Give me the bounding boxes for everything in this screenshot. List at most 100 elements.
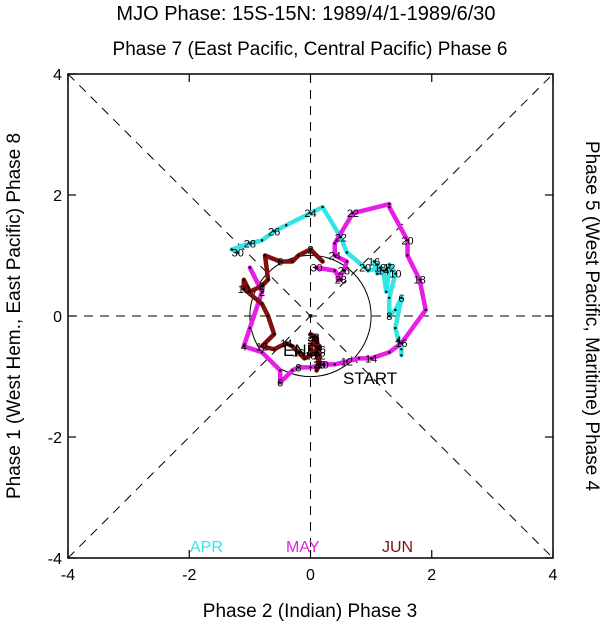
data-point	[242, 345, 246, 348]
data-point	[303, 357, 306, 360]
data-point	[333, 363, 336, 366]
data-point	[388, 351, 391, 354]
data-point	[394, 308, 397, 312]
day-label: 10	[389, 269, 401, 281]
data-point	[297, 366, 300, 369]
data-point	[315, 351, 318, 354]
data-point	[382, 269, 385, 272]
data-point	[260, 284, 264, 287]
data-point	[312, 339, 315, 342]
right-phase-label: Phase 5 (West Pacific, Maritime) Phase 4	[581, 141, 602, 492]
data-point	[345, 251, 349, 254]
data-point	[321, 260, 324, 263]
y-tick-label: -2	[48, 430, 62, 447]
day-label: 30	[310, 263, 322, 275]
data-point	[418, 278, 421, 281]
data-point	[333, 269, 336, 272]
day-label: 22	[335, 232, 347, 244]
data-point	[309, 348, 312, 351]
legend-may: MAY	[286, 539, 320, 556]
data-point	[388, 202, 391, 206]
data-point	[285, 342, 288, 345]
data-point	[339, 278, 343, 281]
data-point	[309, 248, 312, 251]
day-label: 10	[317, 359, 329, 371]
y-tick-label: 4	[53, 67, 62, 84]
y-tick-label: -4	[48, 551, 62, 568]
data-point	[388, 296, 391, 300]
day-label: 6	[277, 257, 283, 269]
day-label: 30	[313, 359, 325, 371]
day-label: 6	[277, 378, 283, 390]
legend-jun: JUN	[382, 539, 413, 556]
data-point	[388, 263, 391, 266]
day-label: 26	[313, 344, 325, 356]
day-label: 4	[395, 335, 401, 347]
data-point	[242, 278, 246, 281]
day-label: 18	[414, 275, 426, 287]
series-line-may	[241, 201, 428, 385]
day-label: 28	[335, 275, 347, 287]
day-label: 12	[383, 263, 395, 275]
data-point	[315, 342, 318, 345]
data-point	[321, 363, 324, 366]
data-point	[406, 254, 409, 257]
data-point	[272, 348, 276, 351]
data-point	[321, 205, 324, 209]
x-tick-label: -2	[182, 567, 196, 584]
data-point	[248, 242, 252, 245]
data-point	[278, 260, 282, 263]
data-point	[278, 369, 282, 372]
data-point	[388, 314, 391, 318]
data-point	[345, 360, 349, 363]
bottom-phase-label: Phase 2 (Indian) Phase 3	[203, 601, 417, 622]
data-point	[266, 314, 270, 318]
data-point	[236, 251, 239, 254]
day-label: 22	[347, 208, 359, 220]
data-point	[379, 266, 382, 269]
data-point	[400, 296, 403, 300]
top-phase-label: Phase 7 (East Pacific, Central Pacific) …	[113, 39, 508, 60]
chart-title: MJO Phase: 15S-15N: 1989/4/1-1989/6/30	[116, 3, 495, 25]
data-point	[272, 230, 276, 233]
day-label: 28	[244, 238, 256, 250]
data-point	[260, 302, 264, 306]
day-label: 8	[295, 362, 301, 374]
day-label: 8	[386, 311, 392, 323]
day-label: 12	[341, 356, 353, 368]
day-label: 14	[280, 338, 292, 350]
data-point	[309, 354, 312, 357]
data-point	[266, 278, 270, 281]
y-tick-label: 0	[53, 309, 62, 326]
data-point	[318, 354, 321, 357]
data-point	[263, 254, 267, 257]
data-point	[248, 326, 252, 330]
data-point	[388, 266, 391, 269]
start-label: START	[343, 369, 397, 388]
day-label: 20	[359, 263, 371, 275]
data-point	[297, 254, 300, 257]
data-point	[406, 239, 409, 242]
day-label: 8	[259, 281, 265, 293]
unit-circle	[249, 254, 372, 378]
data-point	[291, 369, 294, 372]
data-point	[272, 332, 276, 336]
day-label: 30	[232, 247, 244, 259]
day-label: 18	[374, 263, 386, 275]
data-point	[242, 287, 246, 290]
data-point	[369, 357, 373, 360]
x-tick-label: 0	[306, 567, 315, 584]
day-label: 2	[259, 287, 265, 299]
data-point	[309, 366, 312, 369]
data-point	[375, 272, 379, 275]
data-point	[424, 308, 427, 312]
data-point	[318, 363, 321, 366]
data-point	[315, 335, 318, 339]
data-point	[333, 242, 336, 245]
day-label: 14	[365, 353, 377, 365]
day-label: 26	[338, 266, 350, 278]
data-point	[260, 345, 264, 348]
day-label: 20	[401, 235, 413, 247]
day-label: 16	[292, 347, 304, 359]
